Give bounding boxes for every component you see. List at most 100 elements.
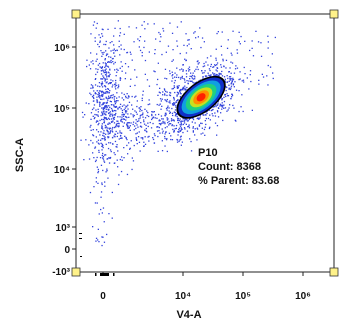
event-dot [82, 116, 84, 118]
event-dot [102, 107, 104, 109]
event-dot [103, 85, 106, 87]
event-dot [152, 137, 154, 139]
event-dot [101, 123, 103, 125]
gate-handle[interactable] [329, 9, 339, 19]
event-dot [104, 79, 106, 81]
event-dot [128, 126, 130, 128]
event-dot [130, 122, 132, 124]
gate-handle[interactable] [71, 9, 81, 19]
event-dot [143, 119, 145, 121]
event-dot [120, 170, 123, 173]
event-dot [101, 67, 103, 69]
event-dot [174, 76, 176, 78]
event-dot [159, 87, 161, 89]
event-dot [258, 79, 260, 81]
event-dot [109, 82, 111, 84]
event-dot [102, 134, 104, 137]
event-dot [117, 87, 119, 89]
event-dot [107, 66, 110, 68]
event-dot [91, 95, 94, 98]
event-dot [115, 101, 117, 103]
gate-handles[interactable] [71, 9, 339, 277]
event-dot [240, 106, 242, 108]
event-dot [215, 104, 217, 107]
event-dot [185, 123, 187, 125]
event-dot [197, 68, 199, 71]
event-dot [251, 47, 253, 49]
event-dot [99, 134, 101, 136]
event-dot [230, 85, 233, 87]
event-dot [142, 112, 144, 114]
event-dot [191, 80, 193, 82]
event-dot [129, 85, 131, 87]
event-dot [169, 102, 171, 104]
event-dot [101, 183, 103, 186]
event-dot [92, 129, 94, 131]
event-dot [105, 143, 107, 145]
event-dot [169, 112, 171, 114]
event-dot [92, 24, 95, 26]
event-dot [166, 150, 168, 153]
event-dot [194, 78, 196, 80]
axis-pileup-mark [79, 233, 82, 234]
event-dot [106, 170, 108, 172]
event-dot [184, 81, 186, 83]
event-dot [131, 95, 133, 98]
event-dot [159, 92, 161, 94]
gate-handle[interactable] [71, 267, 81, 277]
event-dot [123, 157, 125, 159]
event-dot [140, 122, 142, 124]
event-dot [105, 111, 107, 113]
event-dot [103, 92, 105, 94]
event-dot [105, 72, 108, 74]
event-dot [170, 135, 172, 137]
event-dot [99, 105, 101, 107]
event-dot [107, 71, 109, 73]
event-dot [124, 135, 126, 137]
event-dot [208, 127, 211, 130]
event-dot [98, 92, 100, 94]
event-dot [90, 112, 93, 114]
event-dot [169, 94, 172, 97]
event-dot [182, 64, 184, 66]
event-dot [92, 142, 94, 144]
event-dot [136, 143, 138, 145]
event-dot [164, 127, 166, 129]
event-dot [173, 111, 175, 113]
event-dot [258, 83, 260, 85]
event-dot [211, 113, 213, 115]
event-dot [112, 126, 114, 129]
event-dot [214, 73, 216, 75]
event-dot [207, 64, 209, 66]
event-dot [116, 122, 118, 125]
event-dot [267, 84, 269, 86]
event-dot [269, 66, 272, 68]
event-dot [112, 80, 114, 82]
event-dot [109, 115, 111, 117]
event-dot [107, 136, 109, 138]
event-dot [105, 40, 107, 43]
event-dot [205, 61, 207, 63]
event-dot [179, 118, 181, 120]
event-dot [97, 108, 99, 110]
event-dot [227, 95, 229, 97]
density-layer-6 [196, 93, 206, 102]
event-dot [229, 67, 231, 69]
event-dot [147, 103, 149, 106]
event-dot [239, 43, 241, 45]
event-dot [249, 70, 252, 72]
gate-handle[interactable] [329, 267, 339, 277]
event-dot [94, 160, 97, 163]
event-dot [118, 122, 120, 124]
event-dot [176, 26, 179, 28]
event-dot [94, 84, 97, 86]
event-dot [178, 76, 180, 79]
event-dot [226, 93, 228, 95]
event-dot [116, 97, 118, 99]
event-dot [175, 104, 177, 107]
event-dot [196, 139, 198, 141]
event-dot [171, 139, 174, 141]
event-dot [146, 79, 149, 81]
event-dot [209, 69, 211, 72]
event-dot [230, 78, 232, 80]
